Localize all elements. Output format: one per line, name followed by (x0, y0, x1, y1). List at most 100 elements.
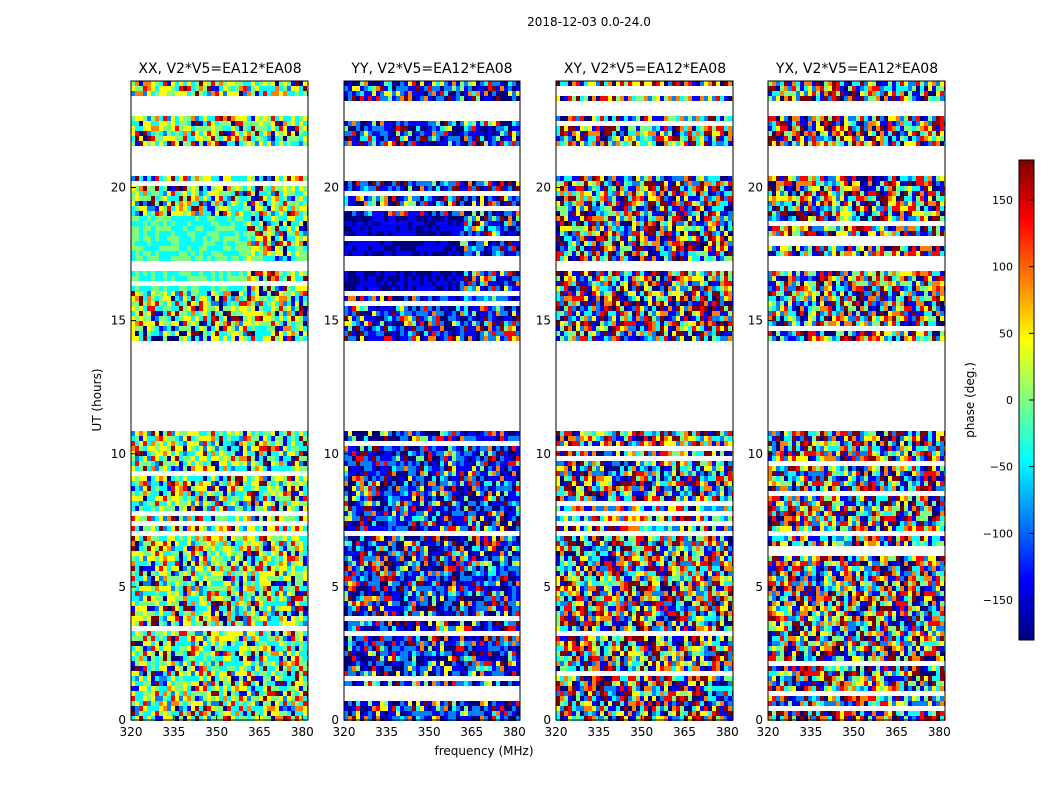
heatmap-cell (223, 696, 227, 701)
heatmap-cell (163, 81, 167, 86)
heatmap-cell (131, 616, 135, 621)
heatmap-cell (239, 201, 243, 206)
heatmap-cell (247, 481, 251, 486)
heatmap-cell (452, 91, 456, 96)
heatmap-cell (155, 336, 159, 341)
heatmap-cell (267, 686, 271, 691)
heatmap-cell (167, 661, 171, 666)
heatmap-cell (287, 536, 291, 541)
heatmap-cell (303, 586, 307, 591)
heatmap-cell (203, 206, 207, 211)
heatmap-cell (131, 541, 135, 546)
heatmap-cell (476, 196, 480, 201)
heatmap-cell (203, 561, 207, 566)
heatmap-cell (259, 431, 263, 436)
heatmap-cell (255, 671, 259, 676)
heatmap-cell (251, 451, 255, 456)
heatmap-cell (151, 441, 155, 446)
heatmap-cell (396, 226, 400, 231)
heatmap-cell (203, 186, 207, 191)
heatmap-cell (223, 466, 227, 471)
heatmap-cell (364, 81, 368, 86)
heatmap-cell (512, 231, 516, 236)
heatmap-cell (279, 581, 283, 586)
heatmap-cell (283, 611, 287, 616)
heatmap-cell (356, 86, 360, 91)
heatmap-cell (147, 631, 151, 636)
heatmap-cell (267, 476, 271, 481)
heatmap-cell (460, 181, 464, 186)
heatmap-cell (219, 581, 223, 586)
heatmap-cell (239, 551, 243, 556)
heatmap-cell (512, 221, 516, 226)
heatmap-cell (183, 296, 187, 301)
heatmap-cell (247, 696, 251, 701)
heatmap-cell (299, 246, 303, 251)
heatmap-cell (219, 546, 223, 551)
heatmap-cell (251, 431, 255, 436)
heatmap-cell (215, 441, 219, 446)
heatmap-cell (151, 121, 155, 126)
heatmap-cell (139, 126, 143, 131)
heatmap-cell (283, 316, 287, 321)
heatmap-cell (207, 216, 211, 221)
heatmap-cell (444, 216, 448, 221)
heatmap-cell (259, 496, 263, 501)
heatmap-cell (155, 251, 159, 256)
heatmap-cell (159, 231, 163, 236)
heatmap-cell (151, 241, 155, 246)
heatmap-cell (275, 196, 279, 201)
heatmap-cell (183, 451, 187, 456)
heatmap-cell (175, 481, 179, 486)
heatmap-cell (251, 136, 255, 141)
heatmap-cell (299, 431, 303, 436)
heatmap-cell (131, 191, 135, 196)
heatmap-cell (287, 131, 291, 136)
heatmap-cell (159, 211, 163, 216)
heatmap-cell (255, 491, 259, 496)
heatmap-cell (259, 246, 263, 251)
heatmap-cell (372, 121, 376, 126)
heatmap-cell (159, 226, 163, 231)
heatmap-cell (131, 206, 135, 211)
heatmap-cell (255, 631, 259, 636)
heatmap-cell (235, 491, 239, 496)
heatmap-cell (211, 236, 215, 241)
heatmap-cell (243, 716, 247, 721)
heatmap-cell (303, 436, 307, 441)
heatmap-cell (275, 476, 279, 481)
heatmap-cell (203, 596, 207, 601)
heatmap-cell (376, 221, 380, 226)
heatmap-cell (428, 216, 432, 221)
heatmap-cell (203, 716, 207, 721)
heatmap-cell (283, 646, 287, 651)
heatmap-cell (143, 706, 147, 711)
heatmap-cell (295, 141, 299, 146)
heatmap-cell (356, 241, 360, 246)
heatmap-cell (420, 136, 424, 141)
heatmap-cell (163, 656, 167, 661)
heatmap-cell (215, 636, 219, 641)
heatmap-cell (496, 181, 500, 186)
heatmap-cell (468, 226, 472, 231)
heatmap-cell (303, 451, 307, 456)
heatmap-cell (239, 81, 243, 86)
heatmap-cell (299, 621, 303, 626)
heatmap-cell (255, 291, 259, 296)
heatmap-cell (143, 586, 147, 591)
heatmap-cell (139, 641, 143, 646)
heatmap-cell (159, 191, 163, 196)
heatmap-cell (299, 136, 303, 141)
heatmap-cell (263, 696, 267, 701)
heatmap-cell (384, 81, 388, 86)
heatmap-cell (131, 711, 135, 716)
heatmap-cell (460, 221, 464, 226)
heatmap-cell (207, 331, 211, 336)
heatmap-cell (271, 461, 275, 466)
heatmap-cell (227, 671, 231, 676)
heatmap-cell (267, 571, 271, 576)
heatmap-cell (404, 136, 408, 141)
heatmap-cell (251, 316, 255, 321)
heatmap-cell (283, 456, 287, 461)
heatmap-cell (283, 296, 287, 301)
